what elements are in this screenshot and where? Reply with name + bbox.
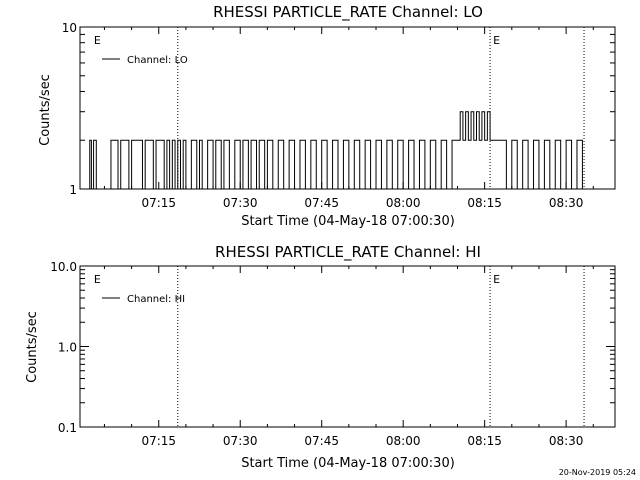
chart-panel-hi: RHESSI PARTICLE_RATE Channel: HI Counts/…	[25, 243, 616, 471]
x-axis-label-hi: Start Time (04-May-18 07:00:30)	[241, 456, 455, 471]
y-tick-label: 10	[62, 21, 77, 35]
y-axis-label-lo: Counts/sec	[38, 74, 53, 146]
chart-title-lo: RHESSI PARTICLE_RATE Channel: LO	[213, 3, 483, 22]
legend-entry-hi: Channel: HI	[127, 294, 185, 305]
x-tick-label: 08:15	[467, 196, 502, 210]
plot-frame-lo	[79, 26, 616, 190]
series-line-lo	[88, 111, 583, 190]
x-tick-label: 07:45	[304, 196, 339, 210]
x-tick-label: 08:00	[386, 196, 421, 210]
y-tick-label: 10.0	[50, 260, 77, 274]
generation-timestamp: 20-Nov-2019 05:24	[559, 468, 636, 477]
event-flag-label: E	[493, 273, 500, 286]
x-tick-label: 07:15	[141, 196, 176, 210]
y-tick-label: 1	[69, 183, 77, 197]
chart-panel-lo: RHESSI PARTICLE_RATE Channel: LO Counts/…	[38, 3, 616, 229]
y-axis-label-hi: Counts/sec	[25, 311, 40, 383]
x-tick-label: 08:15	[467, 434, 502, 448]
x-tick-label: 08:30	[549, 434, 584, 448]
event-flag-label: E	[94, 34, 101, 47]
x-tick-label: 07:30	[223, 434, 258, 448]
x-tick-label: 08:30	[549, 196, 584, 210]
chart-title-hi: RHESSI PARTICLE_RATE Channel: HI	[215, 243, 481, 262]
legend-hi: Channel: HI	[102, 294, 185, 305]
y-tick-label: 0.1	[58, 421, 77, 435]
event-flag-label: E	[94, 273, 101, 286]
x-tick-label: 07:45	[304, 434, 339, 448]
x-axis-label-lo: Start Time (04-May-18 07:00:30)	[241, 214, 455, 229]
y-tick-label: 1.0	[58, 341, 77, 355]
event-flag-label: E	[493, 34, 500, 47]
plot-frame-hi	[79, 265, 616, 428]
legend-lo: Channel: LO	[102, 55, 188, 66]
x-tick-label: 08:00	[386, 434, 421, 448]
x-tick-label: 07:30	[223, 196, 258, 210]
legend-entry-lo: Channel: LO	[127, 55, 188, 66]
x-tick-label: 07:15	[141, 434, 176, 448]
